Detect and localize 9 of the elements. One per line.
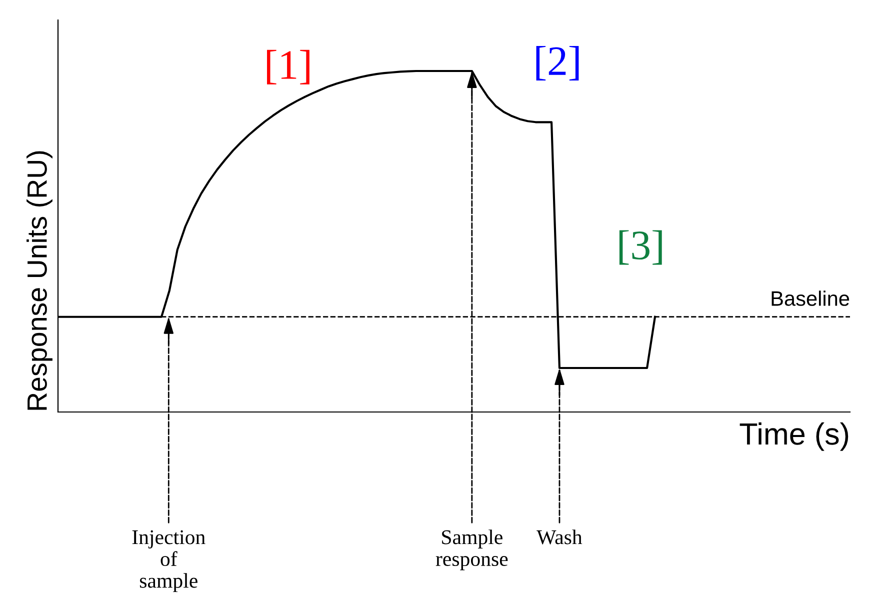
- x-axis-title: Time (s): [740, 422, 848, 451]
- annotation: [1]: [267, 50, 310, 84]
- text: Sample response: [436, 530, 508, 570]
- annotation: [2]: [536, 46, 579, 80]
- text: Injection of sample: [132, 530, 206, 592]
- ref-line-label: Baseline: [772, 290, 850, 306]
- y-axis-title: Response Units (RU): [26, 151, 52, 410]
- text: Wash: [536, 530, 582, 544]
- annotation: [3]: [619, 230, 662, 265]
